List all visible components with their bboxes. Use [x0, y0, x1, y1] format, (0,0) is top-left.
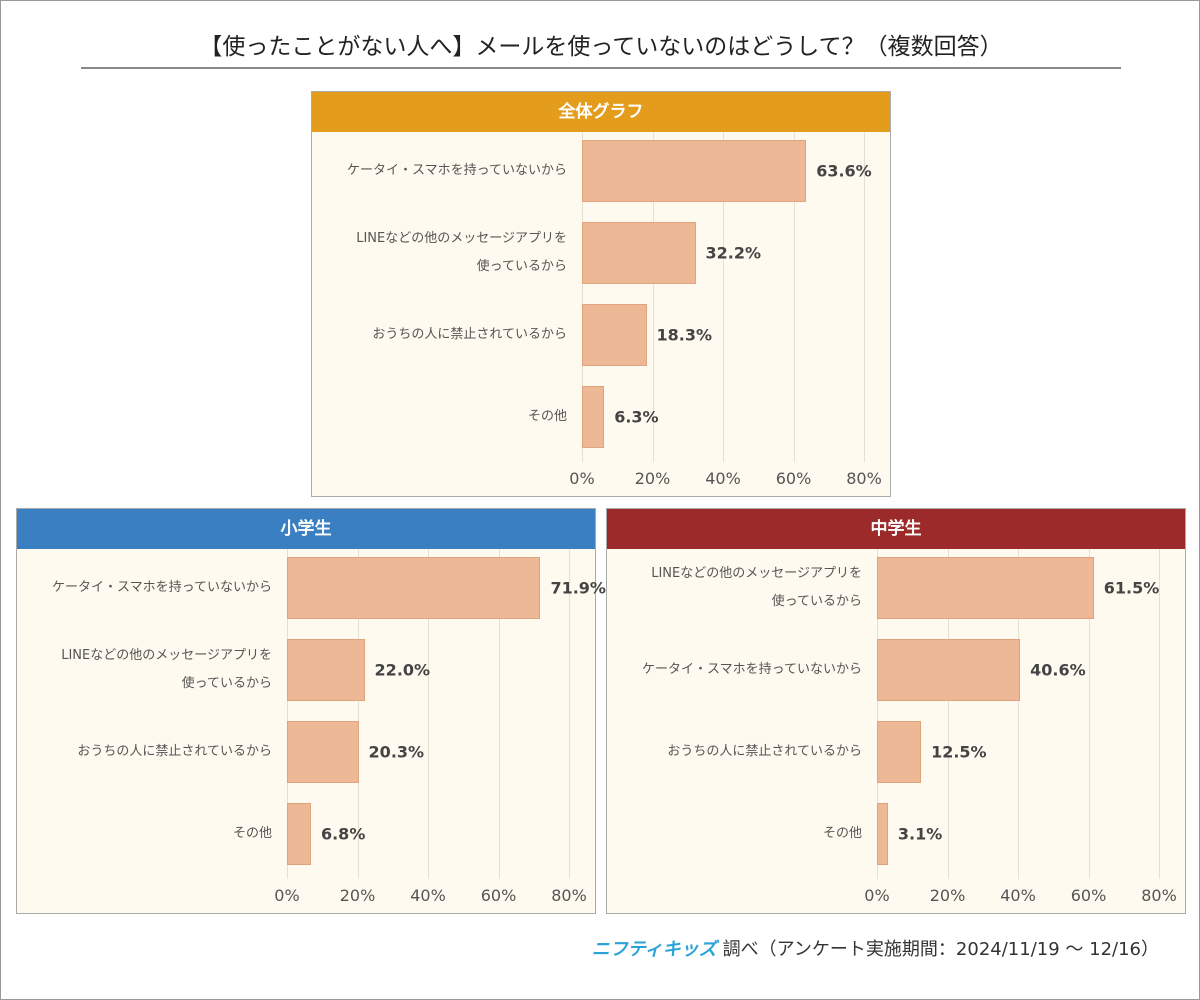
footer-text: 調べ（アンケート実施期間：2024/11/19 ～ 12/16）	[722, 939, 1159, 960]
value-label: 12.5%	[931, 742, 987, 762]
x-tick-label: 40%	[1000, 886, 1036, 905]
chart-header: 小学生	[17, 509, 595, 549]
category-label: おうちの人に禁止されているから	[667, 744, 862, 759]
category-label: その他	[822, 826, 862, 841]
bar	[877, 639, 1021, 701]
value-label: 22.0%	[374, 660, 431, 680]
x-tick-label: 0%	[569, 469, 595, 488]
title-rule	[81, 67, 1121, 69]
bar	[582, 304, 647, 366]
category-label: その他	[527, 409, 567, 424]
category-label: おうちの人に禁止されているから	[372, 327, 567, 342]
x-tick-label: 80%	[551, 886, 587, 905]
grid-line	[428, 549, 429, 879]
category-label: ケータイ・スマホを持っていないから	[52, 580, 272, 595]
grid-line	[793, 132, 795, 462]
bar	[582, 222, 696, 284]
x-tick-label: 0%	[274, 886, 300, 905]
value-label: 18.3%	[656, 325, 713, 345]
chart-header: 中学生	[607, 509, 1185, 549]
x-tick-label: 40%	[410, 886, 446, 905]
grid-line	[498, 549, 500, 879]
value-label: 32.2%	[705, 243, 762, 263]
bar	[287, 803, 311, 865]
footer: ニフティキッズ 調べ（アンケート実施期間：2024/11/19 ～ 12/16）	[592, 935, 1159, 961]
x-tick-label: 40%	[705, 469, 741, 488]
category-label: LINEなどの他のメッセージアプリを 使っているから	[356, 231, 567, 274]
bar	[582, 140, 807, 202]
category-label: LINEなどの他のメッセージアプリを 使っているから	[61, 648, 272, 691]
bar	[877, 557, 1094, 619]
grid-line	[652, 132, 654, 462]
grid-line	[287, 549, 288, 879]
x-tick-label: 80%	[1141, 886, 1177, 905]
grid-line	[1159, 549, 1160, 879]
x-tick-label: 80%	[846, 469, 882, 488]
value-label: 71.9%	[550, 578, 606, 598]
grid-line	[1018, 549, 1019, 879]
value-label: 6.3%	[614, 407, 659, 427]
value-label: 20.3%	[368, 742, 425, 762]
grid-line	[357, 549, 359, 879]
chart-header: 全体グラフ	[312, 92, 890, 132]
grid-line	[947, 549, 949, 879]
category-label: その他	[232, 826, 272, 841]
bar	[877, 721, 922, 783]
grid-line	[877, 549, 878, 879]
value-label: 3.1%	[897, 824, 943, 844]
x-tick-label: 0%	[864, 886, 890, 905]
x-tick-label: 60%	[1070, 886, 1107, 905]
grid-line	[569, 549, 570, 879]
x-tick-label: 20%	[634, 469, 671, 488]
bar	[582, 386, 605, 448]
bar	[287, 557, 541, 619]
value-label: 63.6%	[816, 161, 872, 181]
bar	[287, 721, 359, 783]
page-title: 【使ったことがない人へ】メールを使っていないのはどうして？（複数回答）	[199, 34, 1003, 60]
x-tick-label: 60%	[775, 469, 812, 488]
x-tick-label: 60%	[480, 886, 517, 905]
grid-line	[723, 132, 724, 462]
category-label: ケータイ・スマホを持っていないから	[347, 163, 567, 178]
value-label: 61.5%	[1103, 578, 1160, 598]
category-label: LINEなどの他のメッセージアプリを 使っているから	[651, 566, 862, 609]
brand: ニフティキッズ	[591, 939, 717, 960]
category-label: ケータイ・スマホを持っていないから	[642, 662, 862, 677]
value-label: 40.6%	[1030, 660, 1086, 680]
grid-line	[864, 132, 865, 462]
bar	[877, 803, 888, 865]
bar	[287, 639, 365, 701]
x-tick-label: 20%	[929, 886, 966, 905]
category-label: おうちの人に禁止されているから	[77, 744, 272, 759]
grid-line	[1088, 549, 1090, 879]
value-label: 6.8%	[320, 824, 366, 844]
x-tick-label: 20%	[339, 886, 376, 905]
grid-line	[582, 132, 583, 462]
